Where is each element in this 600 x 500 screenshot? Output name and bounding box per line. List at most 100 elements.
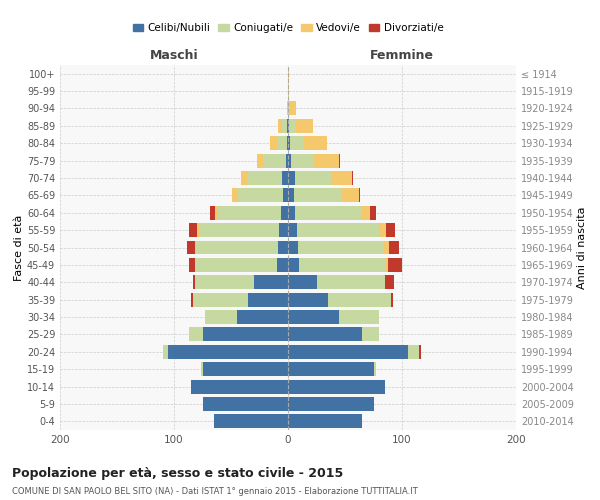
Bar: [197, 223, 199, 237]
Bar: [288, 102, 290, 116]
Bar: [288, 119, 289, 133]
Bar: [187, 240, 194, 254]
Bar: [278, 119, 283, 133]
Bar: [389, 240, 398, 254]
Bar: [314, 154, 340, 168]
Legend: Celibi/Nubili, Coniugati/e, Vedovi/e, Divorziati/e: Celibi/Nubili, Coniugati/e, Vedovi/e, Di…: [128, 19, 448, 38]
Bar: [298, 240, 384, 254]
Bar: [196, 240, 278, 254]
Bar: [232, 188, 238, 202]
Bar: [295, 206, 361, 220]
Bar: [296, 119, 313, 133]
Bar: [385, 276, 394, 289]
Bar: [263, 154, 286, 168]
Bar: [384, 240, 389, 254]
Bar: [419, 345, 421, 358]
Bar: [203, 328, 288, 342]
Bar: [288, 258, 299, 272]
Bar: [292, 154, 314, 168]
Bar: [295, 171, 331, 185]
Bar: [328, 292, 391, 306]
Text: COMUNE DI SAN PAOLO BEL SITO (NA) - Dati ISTAT 1° gennaio 2015 - Elaborazione TU: COMUNE DI SAN PAOLO BEL SITO (NA) - Dati…: [12, 488, 418, 496]
Bar: [287, 136, 288, 150]
Bar: [277, 136, 287, 150]
Bar: [288, 397, 373, 411]
Bar: [288, 223, 297, 237]
Bar: [288, 188, 294, 202]
Bar: [248, 292, 288, 306]
Bar: [288, 84, 289, 98]
Bar: [373, 362, 376, 376]
Bar: [288, 136, 290, 150]
Bar: [238, 188, 283, 202]
Bar: [288, 345, 408, 358]
Bar: [193, 292, 248, 306]
Bar: [391, 292, 393, 306]
Bar: [287, 102, 288, 116]
Bar: [317, 276, 385, 289]
Bar: [194, 276, 254, 289]
Bar: [288, 328, 362, 342]
Bar: [236, 310, 288, 324]
Bar: [294, 188, 341, 202]
Bar: [288, 414, 362, 428]
Bar: [288, 171, 295, 185]
Bar: [278, 240, 288, 254]
Bar: [290, 136, 304, 150]
Bar: [370, 206, 376, 220]
Bar: [203, 397, 288, 411]
Text: Femmine: Femmine: [370, 48, 434, 62]
Bar: [286, 154, 288, 168]
Bar: [283, 171, 288, 185]
Bar: [297, 223, 379, 237]
Y-axis label: Anni di nascita: Anni di nascita: [577, 206, 587, 289]
Bar: [270, 136, 277, 150]
Bar: [408, 345, 419, 358]
Bar: [352, 171, 353, 185]
Bar: [194, 258, 277, 272]
Bar: [279, 223, 288, 237]
Bar: [388, 258, 402, 272]
Bar: [385, 258, 388, 272]
Bar: [386, 223, 395, 237]
Bar: [257, 154, 263, 168]
Bar: [218, 206, 281, 220]
Bar: [199, 223, 279, 237]
Bar: [340, 310, 379, 324]
Bar: [281, 206, 288, 220]
Bar: [304, 136, 327, 150]
Bar: [205, 310, 236, 324]
Bar: [241, 171, 248, 185]
Bar: [359, 188, 360, 202]
Bar: [193, 276, 194, 289]
Bar: [215, 206, 218, 220]
Bar: [288, 240, 298, 254]
Bar: [254, 276, 288, 289]
Bar: [277, 258, 288, 272]
Bar: [189, 223, 197, 237]
Bar: [288, 66, 289, 80]
Bar: [361, 206, 370, 220]
Bar: [379, 223, 386, 237]
Bar: [283, 119, 287, 133]
Bar: [283, 188, 288, 202]
Bar: [331, 171, 352, 185]
Bar: [290, 102, 296, 116]
Text: Maschi: Maschi: [149, 48, 199, 62]
Bar: [191, 380, 288, 394]
Bar: [289, 119, 296, 133]
Bar: [288, 362, 373, 376]
Y-axis label: Fasce di età: Fasce di età: [14, 214, 24, 280]
Bar: [194, 240, 196, 254]
Bar: [288, 154, 292, 168]
Bar: [214, 414, 288, 428]
Bar: [191, 292, 193, 306]
Bar: [341, 188, 359, 202]
Bar: [211, 206, 215, 220]
Bar: [163, 345, 168, 358]
Bar: [168, 345, 288, 358]
Bar: [362, 328, 379, 342]
Bar: [288, 206, 295, 220]
Bar: [288, 276, 317, 289]
Text: Popolazione per età, sesso e stato civile - 2015: Popolazione per età, sesso e stato civil…: [12, 468, 343, 480]
